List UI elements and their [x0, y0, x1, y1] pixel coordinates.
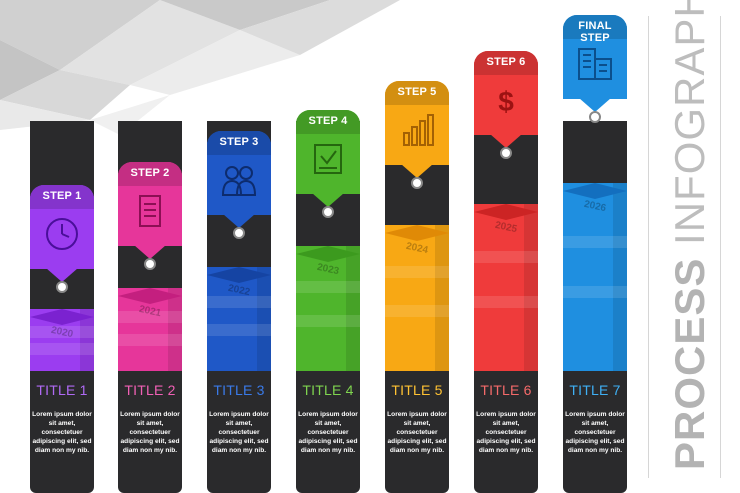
block-top: [207, 267, 271, 283]
step-block: 2024: [385, 225, 449, 371]
buildings-icon: [578, 48, 612, 80]
step-label: STEP 2: [130, 167, 170, 179]
checklist-icon: [314, 144, 342, 174]
block-band: [563, 236, 627, 248]
step-label: STEP 5: [397, 86, 437, 98]
badge-header: [563, 15, 627, 39]
step-description: Lorem ipsum dolor sit amet, consectetuer…: [209, 411, 269, 454]
users-icon: [221, 166, 257, 196]
badge-pointer: [579, 98, 611, 112]
connector-dot: [56, 281, 68, 293]
step-description: Lorem ipsum dolor sit amet, consectetuer…: [298, 411, 358, 454]
badge-header: [118, 162, 182, 186]
step-description: Lorem ipsum dolor sit amet, consectetuer…: [120, 411, 180, 454]
bar-chart-icon: [403, 114, 434, 146]
step-block: 2022: [207, 267, 271, 371]
step-column: 2024 STEP 5 TITLE 5 Lorem ipsum dolor sit a…: [385, 0, 449, 493]
step-column: 2026 FINAL STEP TITLE 7 Lorem ipsum dolor s…: [563, 0, 627, 493]
badge-header: [30, 185, 94, 209]
step-description: Lorem ipsum dolor sit amet, consectetuer…: [32, 411, 92, 454]
step-block: 2020: [30, 309, 94, 371]
step-title: TITLE 3: [213, 382, 265, 398]
clock-icon: [46, 218, 78, 250]
block-band: [118, 334, 182, 346]
connector-dot: [322, 206, 334, 218]
step-title: TITLE 7: [569, 382, 621, 398]
block-top: [118, 288, 182, 304]
document-icon: [139, 195, 161, 227]
block-top: [563, 183, 627, 199]
step-block: 2026: [563, 183, 627, 371]
step-description: Lorem ipsum dolor sit amet, consectetuer…: [565, 411, 625, 454]
title-bold: PROCESS: [666, 257, 713, 470]
connector-dot: [233, 227, 245, 239]
step-title: TITLE 4: [302, 382, 354, 398]
step-badge: STEP 4: [296, 110, 360, 207]
step-card: [30, 121, 94, 493]
block-band: [296, 315, 360, 327]
step-title: TITLE 2: [124, 382, 176, 398]
block-top: [385, 225, 449, 241]
step-badge: STEP 6 $: [474, 51, 538, 148]
badge-header: [296, 110, 360, 134]
step-title: TITLE 1: [36, 382, 88, 398]
dollar-icon: $: [498, 86, 514, 117]
block-band: [563, 286, 627, 298]
block-band: [296, 281, 360, 293]
block-top: [474, 204, 538, 220]
step-column: 2021 STEP 2 TITLE 2 Lorem ipsum dolor sit a…: [118, 0, 182, 493]
block-band: [118, 311, 182, 323]
step-label: STEP 1: [42, 190, 82, 202]
step-badge: STEP 5: [385, 81, 449, 178]
title-light: INFOGRAPHIC: [666, 0, 713, 245]
connector-dot: [589, 111, 601, 123]
block-band: [474, 296, 538, 308]
step-block: 2025: [474, 204, 538, 371]
step-column: 2023 STEP 4 TITLE 4 Lorem ipsum dolor sit a…: [296, 0, 360, 493]
step-badge: STEP 1: [30, 185, 94, 282]
step-label: STEP 6: [486, 56, 526, 68]
step-column: 2022 STEP 3 TITLE 3 Lorem ipsum dolor sit a…: [207, 0, 271, 493]
divider-line: [648, 16, 649, 478]
block-band: [385, 305, 449, 317]
step-label: FINAL STEP: [578, 20, 612, 44]
connector-dot: [144, 258, 156, 270]
step-block: 2021: [118, 288, 182, 371]
connector-dot: [500, 147, 512, 159]
block-band: [207, 324, 271, 336]
connector-dot: [411, 177, 423, 189]
block-band: [30, 343, 94, 355]
step-block: 2023: [296, 246, 360, 371]
block-top: [296, 246, 360, 262]
step-column: 2025 STEP 6 $ TITLE 6 Lorem ipsum dolor sit …: [474, 0, 538, 493]
step-badge: FINAL STEP: [563, 15, 627, 112]
badge-header: [385, 81, 449, 105]
step-title: TITLE 6: [480, 382, 532, 398]
step-column: 2020 STEP 1 TITLE 1 Lorem ipsum dolor sit a…: [30, 0, 94, 493]
background-polygons: [0, 0, 400, 135]
block-band: [474, 251, 538, 263]
block-band: [30, 326, 94, 338]
page-title: PROCESS INFOGRAPHIC: [666, 0, 713, 470]
step-badge: STEP 2: [118, 162, 182, 259]
block-band: [385, 266, 449, 278]
step-label: STEP 4: [308, 115, 348, 127]
step-description: Lorem ipsum dolor sit amet, consectetuer…: [476, 411, 536, 454]
step-label: STEP 3: [219, 136, 259, 148]
badge-header: [207, 131, 271, 155]
step-badge: STEP 3: [207, 131, 271, 228]
block-top: [30, 309, 94, 325]
divider-line: [720, 16, 721, 478]
badge-header: [474, 51, 538, 75]
step-title: TITLE 5: [391, 382, 443, 398]
step-description: Lorem ipsum dolor sit amet, consectetuer…: [387, 411, 447, 454]
svg-text:$: $: [498, 86, 514, 117]
block-band: [207, 296, 271, 308]
